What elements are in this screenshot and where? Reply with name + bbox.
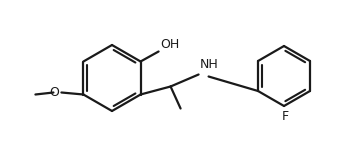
Text: F: F	[282, 110, 289, 123]
Text: NH: NH	[200, 58, 218, 71]
Text: OH: OH	[161, 37, 180, 51]
Text: O: O	[49, 86, 59, 99]
